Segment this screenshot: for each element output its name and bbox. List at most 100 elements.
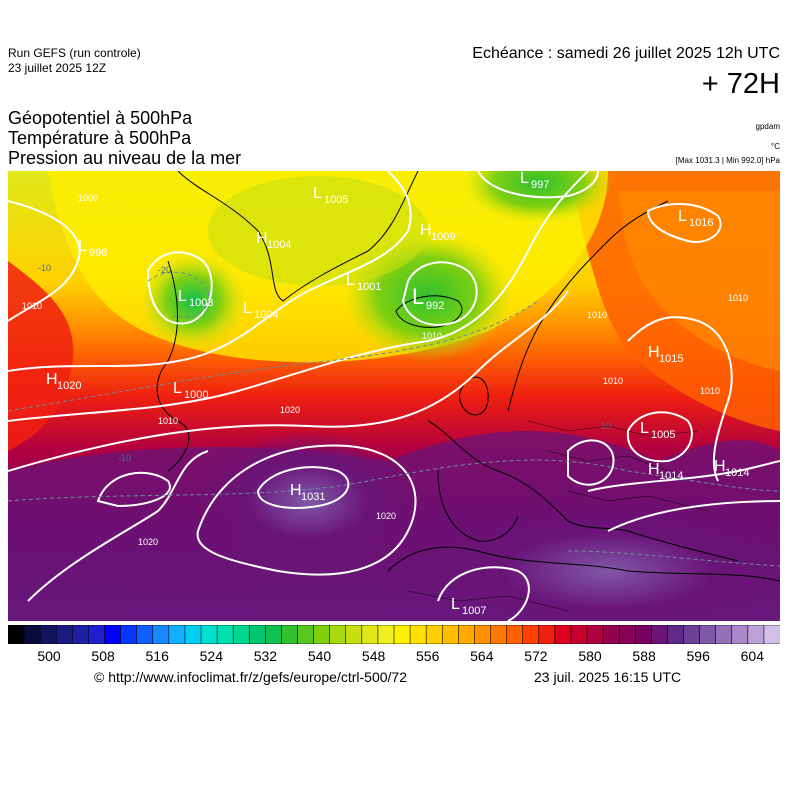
isotherm-label: -20 xyxy=(158,265,171,275)
pressure-center-low: L 1007 xyxy=(451,596,486,617)
colorbar-swatch xyxy=(683,625,701,644)
pressure-center-value: 1004 xyxy=(267,239,291,251)
colorbar-swatch xyxy=(55,625,74,644)
coast-iberia xyxy=(437,470,519,542)
border-line xyxy=(527,420,699,437)
pressure-center-high: H 1014 xyxy=(648,461,683,482)
isobar xyxy=(646,203,722,243)
pressure-center-letter: H xyxy=(420,222,432,239)
isotherm xyxy=(8,459,780,502)
temperature-zone-east-inner xyxy=(618,191,780,371)
colorbar-label: 596 xyxy=(686,648,710,664)
colorbar-label: 588 xyxy=(632,648,656,664)
isobar xyxy=(437,566,530,621)
unit-temperature: °C xyxy=(771,142,780,151)
isobar xyxy=(96,471,171,508)
isobar xyxy=(401,261,478,326)
colorbar-label: 516 xyxy=(145,648,169,664)
pressure-center-value: 1000 xyxy=(184,389,208,401)
colorbar-label: 532 xyxy=(253,648,278,664)
pressure-center-value: 998 xyxy=(89,247,107,259)
run-date: 23 juillet 2025 12Z xyxy=(8,61,107,75)
isobar xyxy=(8,290,569,472)
pressure-center-letter: H xyxy=(256,230,268,247)
pressure-center-low: L 1001 xyxy=(346,272,381,293)
colorbar-swatch xyxy=(265,625,283,644)
pressure-center-letter: L xyxy=(243,300,252,317)
cold-core-greenland xyxy=(208,176,428,286)
colorbar-swatch xyxy=(651,625,669,644)
isotherm-label: -10 xyxy=(118,453,131,463)
pressure-center-letter: H xyxy=(290,482,302,499)
colorbar-swatch xyxy=(425,625,444,644)
colorbar-swatch xyxy=(281,625,299,644)
isotherms xyxy=(8,271,780,567)
colorbar-swatch xyxy=(522,625,540,644)
isobar-label: 1010 xyxy=(700,386,720,396)
pressure-center-high: H 1020 xyxy=(46,371,81,392)
pressure-center-low: L 1004 xyxy=(243,300,278,321)
isobar-label: 1010 xyxy=(587,310,607,320)
pressure-center-value: 1004 xyxy=(254,309,278,321)
pressure-center-value: 1005 xyxy=(651,429,675,441)
temperature-zone-west xyxy=(8,261,74,451)
coast-british xyxy=(459,376,489,416)
coastlines xyxy=(156,171,780,582)
coast-europe xyxy=(427,420,739,562)
isobar xyxy=(27,450,209,602)
pressure-center-high: H 1015 xyxy=(648,344,683,365)
colorbar-swatch xyxy=(409,625,427,644)
colorbar-swatch xyxy=(313,625,331,644)
colorbar-label: 540 xyxy=(307,648,332,664)
pressure-center-high: H 1009 xyxy=(420,222,455,243)
colorbar-labels: 500 508 516 524 532 540 548 556 564 572 580 588 596 6… xyxy=(8,648,780,666)
colorbar-swatch xyxy=(458,625,476,644)
credit-url[interactable]: © http://www.infoclimat.fr/z/gefs/europe… xyxy=(94,669,408,685)
pressure-center-letter: L xyxy=(313,185,322,202)
isobar xyxy=(146,251,213,325)
pressure-center-value: 1016 xyxy=(689,217,713,229)
isotherm xyxy=(8,300,539,412)
coast-greenland xyxy=(177,171,419,302)
colorbar-swatch xyxy=(232,625,251,644)
colorbar-label: 564 xyxy=(470,648,494,664)
pressure-center-value: 1014 xyxy=(725,467,749,479)
pressure-center-value: 1007 xyxy=(462,605,486,617)
pressure-center-letter: H xyxy=(648,461,660,478)
isobar-label: 1010 xyxy=(728,293,748,303)
colorbar-label: 548 xyxy=(361,648,386,664)
isobar xyxy=(196,444,417,576)
pressure-center-value: 1031 xyxy=(301,491,325,503)
colorbar-label: 524 xyxy=(199,648,223,664)
pressure-center-value: 1005 xyxy=(324,194,348,206)
pressure-center-letter: L xyxy=(640,420,649,437)
isobar xyxy=(256,466,350,509)
title-geopotential: Géopotentiel à 500hPa xyxy=(8,108,193,128)
isobar xyxy=(8,200,81,322)
colorbar-swatch xyxy=(586,625,604,644)
colorbar-swatch xyxy=(168,625,186,644)
colorbar-swatch xyxy=(184,625,202,644)
pressure-center-low: L 1000 xyxy=(173,380,208,401)
isobar xyxy=(626,411,693,463)
colorbar-swatch xyxy=(393,625,411,644)
colorbar-swatch xyxy=(345,625,363,644)
isobar xyxy=(607,500,780,532)
colorbar-swatch xyxy=(248,625,267,644)
pressure-minmax: [Max 1031.3 | Min 992.0] hPa xyxy=(675,156,780,165)
pressure-center-high: H 1014 xyxy=(714,458,749,479)
generation-time: 23 juil. 2025 16:15 UTC xyxy=(534,669,682,685)
isobar xyxy=(627,316,733,482)
isobar-label: 1010 xyxy=(603,376,623,386)
title-temperature: Température à 500hPa xyxy=(8,128,192,148)
colorbar-swatch xyxy=(618,625,637,644)
colorbar-swatch xyxy=(634,625,653,644)
warm-core-atlantic xyxy=(198,431,418,571)
colorbar-swatch xyxy=(200,625,218,644)
colorbar-swatch xyxy=(361,625,379,644)
colorbar-swatch xyxy=(715,625,733,644)
isobar xyxy=(8,171,412,372)
colorbar-label: 604 xyxy=(740,648,764,664)
coast-africa xyxy=(387,546,780,582)
colorbar-label: 508 xyxy=(91,648,115,664)
